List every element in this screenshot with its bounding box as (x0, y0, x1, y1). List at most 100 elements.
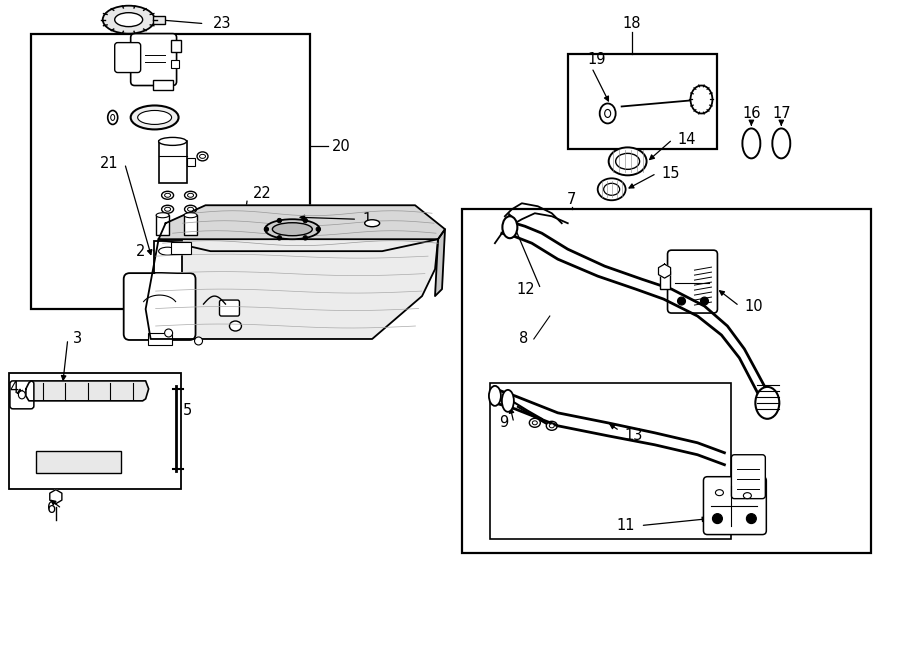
Circle shape (303, 236, 308, 240)
Ellipse shape (502, 390, 514, 412)
Bar (184, 215, 197, 235)
Circle shape (277, 236, 282, 240)
Ellipse shape (716, 490, 724, 496)
Text: 22: 22 (252, 186, 271, 201)
Text: 20: 20 (332, 139, 351, 154)
Text: 19: 19 (588, 52, 607, 67)
Text: 13: 13 (625, 428, 643, 444)
Ellipse shape (364, 219, 380, 227)
Ellipse shape (546, 421, 557, 430)
Polygon shape (146, 239, 438, 339)
Text: 9: 9 (499, 415, 508, 430)
Ellipse shape (50, 495, 61, 502)
Text: 2: 2 (136, 244, 146, 258)
Ellipse shape (130, 106, 178, 130)
Text: 15: 15 (662, 166, 680, 181)
Polygon shape (659, 264, 670, 278)
Ellipse shape (197, 152, 208, 161)
Ellipse shape (111, 114, 114, 120)
Ellipse shape (18, 391, 25, 399)
Ellipse shape (108, 110, 118, 124)
FancyBboxPatch shape (732, 455, 765, 498)
Bar (568, 54, 717, 149)
Ellipse shape (184, 191, 196, 199)
FancyBboxPatch shape (10, 381, 34, 409)
Ellipse shape (605, 110, 611, 118)
Bar (9, 373, 181, 488)
Bar (660, 271, 670, 289)
Text: 21: 21 (100, 156, 119, 171)
Ellipse shape (742, 128, 760, 159)
Bar (171, 242, 191, 254)
Ellipse shape (158, 137, 186, 145)
Bar (158, 141, 186, 183)
Text: 14: 14 (678, 132, 696, 147)
Ellipse shape (273, 223, 312, 236)
Ellipse shape (165, 208, 171, 212)
Bar (31, 34, 310, 309)
Text: 7: 7 (567, 192, 576, 207)
Bar (154, 241, 182, 273)
FancyBboxPatch shape (130, 34, 176, 85)
Ellipse shape (162, 191, 174, 199)
Ellipse shape (743, 492, 752, 498)
Bar (153, 16, 165, 24)
Circle shape (194, 337, 202, 345)
FancyBboxPatch shape (123, 273, 195, 340)
Text: 6: 6 (47, 501, 56, 516)
Ellipse shape (138, 110, 172, 124)
Circle shape (713, 514, 723, 524)
Text: 8: 8 (518, 331, 527, 346)
Bar (156, 215, 169, 235)
Ellipse shape (604, 183, 619, 195)
Ellipse shape (616, 153, 640, 169)
Ellipse shape (489, 386, 501, 406)
Bar (186, 159, 194, 167)
Text: 17: 17 (772, 106, 790, 121)
FancyBboxPatch shape (114, 42, 140, 73)
Ellipse shape (690, 85, 713, 114)
Ellipse shape (165, 193, 171, 197)
Ellipse shape (502, 216, 518, 238)
Circle shape (316, 227, 320, 231)
Ellipse shape (187, 208, 194, 212)
Ellipse shape (598, 178, 626, 200)
Bar (171, 40, 181, 52)
Text: 12: 12 (517, 282, 535, 297)
Ellipse shape (532, 421, 537, 425)
Bar (148, 333, 172, 345)
Ellipse shape (549, 424, 554, 428)
Circle shape (678, 297, 686, 305)
Bar (36, 451, 121, 473)
Circle shape (700, 297, 708, 305)
Text: 10: 10 (744, 299, 763, 313)
Circle shape (303, 218, 308, 223)
Polygon shape (435, 229, 445, 296)
Circle shape (265, 227, 268, 231)
FancyBboxPatch shape (668, 250, 717, 313)
Text: 3: 3 (73, 331, 82, 346)
Ellipse shape (772, 128, 790, 159)
Ellipse shape (162, 206, 174, 214)
Polygon shape (158, 206, 445, 251)
Ellipse shape (200, 155, 205, 159)
Polygon shape (50, 490, 62, 504)
Ellipse shape (184, 206, 196, 214)
Ellipse shape (599, 104, 616, 124)
Bar (153, 79, 173, 89)
Ellipse shape (184, 213, 197, 217)
Ellipse shape (187, 193, 194, 197)
Circle shape (277, 218, 282, 223)
Text: 16: 16 (742, 106, 760, 121)
Ellipse shape (158, 247, 176, 255)
Polygon shape (26, 381, 148, 401)
Text: 4: 4 (10, 381, 19, 397)
Ellipse shape (265, 219, 319, 239)
Bar (462, 210, 871, 553)
Ellipse shape (529, 418, 540, 427)
FancyBboxPatch shape (220, 300, 239, 316)
Text: 18: 18 (623, 16, 641, 31)
Ellipse shape (156, 213, 169, 217)
Ellipse shape (608, 147, 646, 175)
Circle shape (165, 329, 173, 337)
